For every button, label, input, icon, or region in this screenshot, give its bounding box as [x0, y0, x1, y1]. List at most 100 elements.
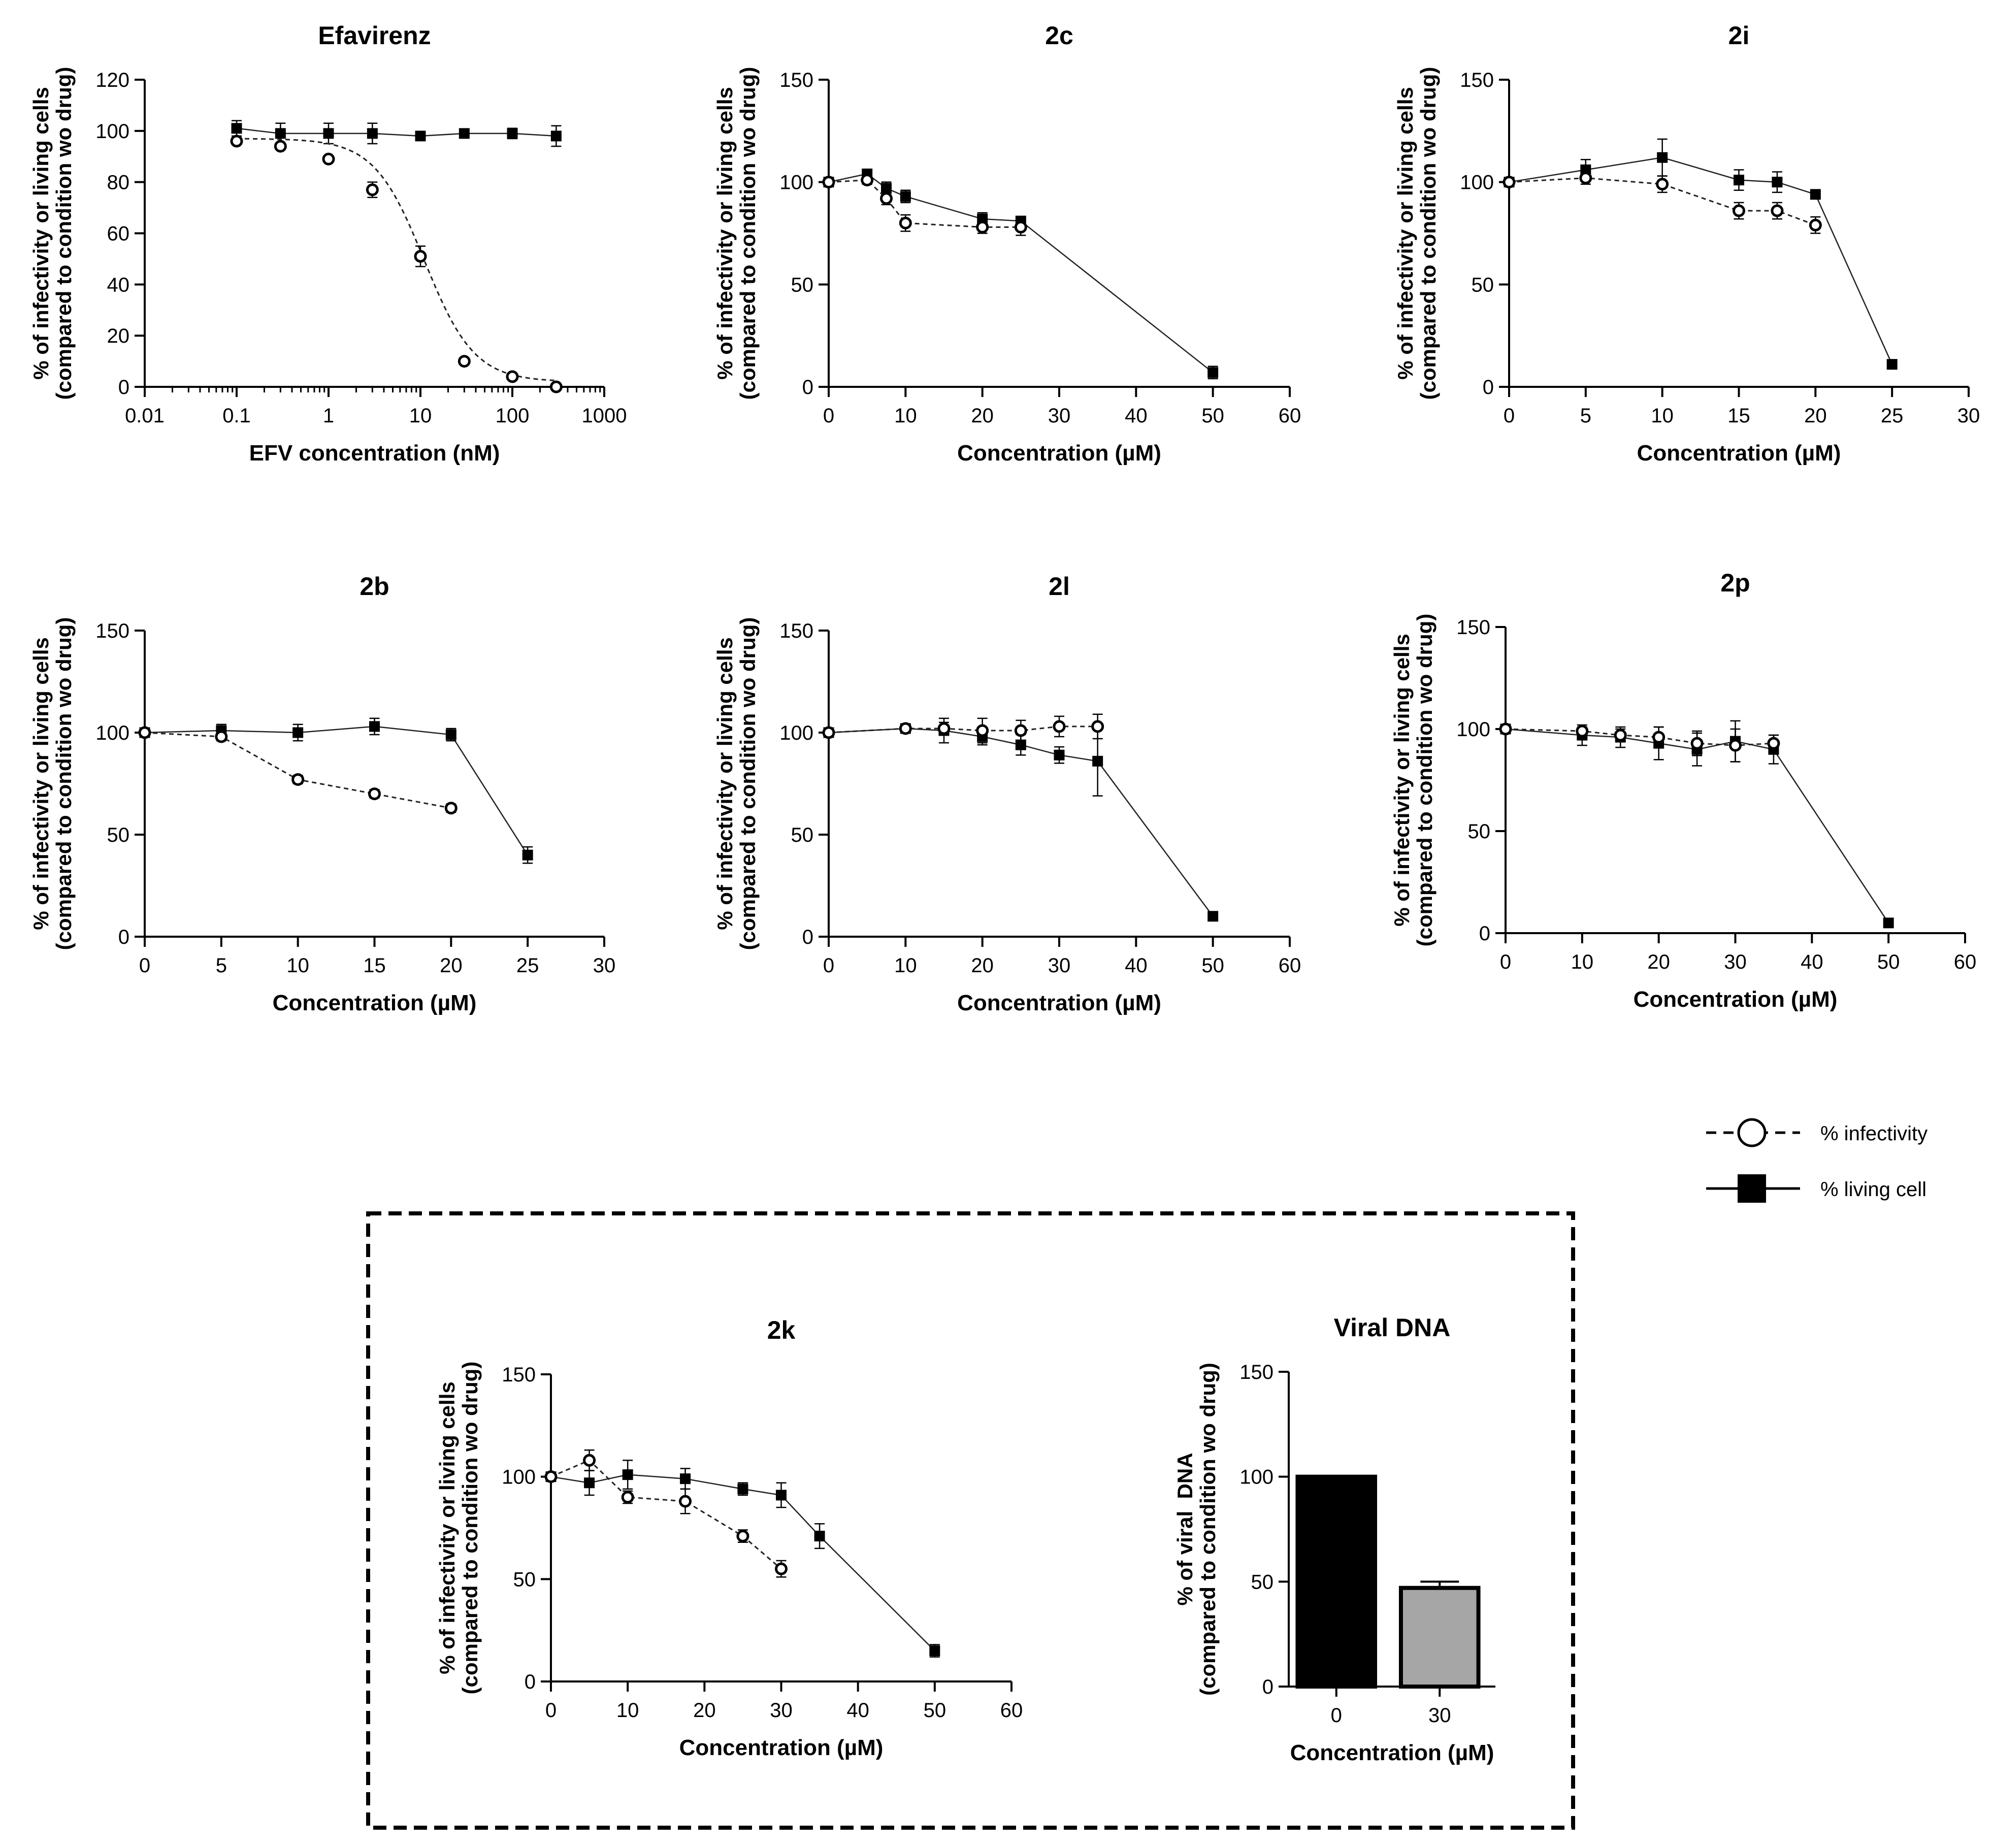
living-point	[776, 1490, 787, 1501]
living-point	[1810, 189, 1821, 200]
y-tick-label: 50	[1468, 820, 1491, 843]
x-axis-label: Concentration (µM)	[957, 991, 1161, 1015]
infectivity-point	[1656, 178, 1669, 191]
living-point	[507, 128, 518, 139]
legend-living-marker	[1738, 1174, 1766, 1203]
living-point	[881, 183, 892, 194]
y-axis-label: (compared to condition wo drug)	[52, 67, 76, 400]
x-axis-label: Concentration (µM)	[957, 441, 1161, 466]
y-tick-label: 120	[95, 69, 129, 91]
y-tick-label: 100	[502, 1466, 536, 1489]
highlight-box	[366, 1211, 1575, 1830]
x-tick-label: 0	[1331, 1704, 1342, 1727]
infectivity-point	[937, 722, 951, 735]
y-tick-label: 50	[791, 824, 814, 846]
living-point	[1657, 152, 1668, 163]
x-axis-label: Concentration (µM)	[1634, 987, 1838, 1012]
x-axis-label: Concentration (µM)	[1637, 441, 1841, 466]
infectivity-point	[1091, 720, 1104, 733]
x-tick-label: 0	[545, 1699, 557, 1722]
x-tick-label: 0	[1500, 951, 1511, 973]
y-tick-label: 150	[1456, 616, 1490, 639]
x-tick-label: 15	[1727, 405, 1750, 427]
y-axis-label: % of infectivity or living cells	[29, 637, 53, 930]
x-tick-label: 0.1	[222, 405, 251, 427]
living-point	[622, 1469, 633, 1480]
infectivity-point	[976, 724, 989, 737]
living-line	[236, 127, 557, 137]
x-tick-label: 20	[1647, 951, 1670, 973]
x-tick-label: 50	[1201, 405, 1224, 427]
infectivity-point	[1767, 737, 1780, 750]
infectivity-point	[1614, 729, 1627, 742]
y-axis-label: % of infectivity or living cells	[1393, 87, 1417, 379]
living-point	[415, 130, 426, 142]
x-tick-label: 30	[1048, 954, 1071, 977]
x-tick-label: 50	[924, 1699, 946, 1722]
chart-title: 2l	[1049, 572, 1070, 601]
infectivity-point	[414, 250, 427, 263]
y-tick-label: 150	[95, 620, 129, 642]
infectivity-point	[1729, 739, 1742, 752]
x-tick-label: 20	[971, 405, 994, 427]
bar	[1398, 1586, 1481, 1689]
x-tick-label: 30	[1428, 1704, 1451, 1727]
y-axis-label: (compared to condition wo drug)	[736, 617, 760, 950]
x-tick-label: 0	[823, 405, 834, 427]
infectivity-point	[1499, 722, 1512, 736]
x-tick-label: 40	[1125, 405, 1148, 427]
infectivity-point	[458, 355, 471, 368]
infectivity-point	[976, 220, 989, 234]
y-axis-label: (compared to condition wo drug)	[1416, 67, 1440, 400]
x-tick-label: 60	[1279, 954, 1301, 977]
infectivity-point	[506, 370, 519, 383]
infectivity-point	[230, 135, 243, 148]
infectivity-point	[1579, 172, 1592, 185]
chart-efavirenz: Efavirenz 0 20 40 60 80 100 120 % of infectivity…	[29, 21, 627, 466]
y-axis-label: % of infectivity or living cells	[435, 1381, 459, 1674]
x-tick-label: 10	[894, 954, 917, 977]
x-axis-label: Concentration (µM)	[273, 991, 477, 1015]
y-tick-label: 0	[802, 376, 813, 399]
y-tick-label: 20	[107, 325, 130, 347]
living-point	[1772, 177, 1783, 188]
infectivity-point	[322, 152, 335, 166]
living-point	[584, 1477, 595, 1489]
infectivity-point	[1771, 204, 1784, 217]
y-tick-label: 50	[1472, 274, 1494, 296]
y-tick-label: 100	[95, 120, 129, 143]
y-tick-label: 100	[779, 722, 813, 744]
infectivity-point	[138, 726, 151, 739]
y-tick-label: 100	[95, 722, 129, 744]
chart-title: 2b	[360, 572, 389, 601]
y-axis-label: % of infectivity or living cells	[713, 87, 737, 379]
x-tick-label: 10	[286, 954, 309, 977]
y-tick-label: 100	[1460, 172, 1494, 194]
x-axis-label: Concentration (µM)	[679, 1735, 884, 1760]
infectivity-point	[899, 722, 912, 735]
living-point	[1886, 359, 1898, 370]
x-tick-label: 5	[1580, 405, 1591, 427]
infectivity-point	[880, 192, 893, 205]
y-tick-label: 150	[779, 620, 813, 642]
y-axis-label: % of infectivity or living cells	[713, 637, 737, 930]
living-point	[929, 1645, 940, 1656]
y-axis-label: % of infectivity or living cells	[1390, 634, 1414, 926]
legend-infectivity-label: % infectivity	[1820, 1123, 1928, 1145]
x-axis-label: EFV concentration (nM)	[249, 441, 500, 466]
x-tick-label: 0.01	[125, 405, 165, 427]
y-tick-label: 50	[107, 824, 130, 846]
living-point	[445, 729, 456, 740]
living-point	[1015, 739, 1026, 750]
infectivity-point	[444, 802, 458, 815]
chart-title: 2p	[1720, 569, 1750, 597]
y-axis-label: (compared to condition wo drug)	[736, 67, 760, 400]
chart-title: 2k	[767, 1316, 796, 1344]
x-tick-label: 30	[770, 1699, 793, 1722]
y-tick-label: 0	[525, 1671, 536, 1693]
living-point	[1207, 911, 1219, 922]
